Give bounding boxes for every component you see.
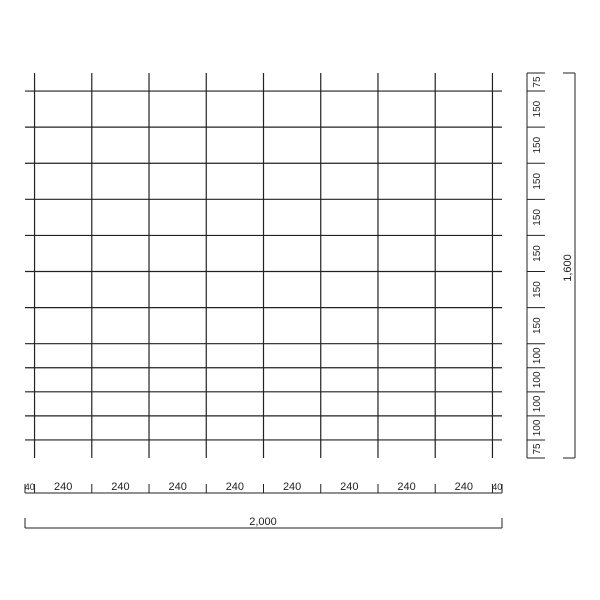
mesh-grid — [25, 73, 502, 458]
width-spacing-label: 240 — [54, 481, 72, 493]
width-spacing-label: 240 — [168, 481, 186, 493]
width-spacing-label: 240 — [340, 481, 358, 493]
height-spacing-label: 150 — [532, 100, 543, 117]
width-spacing-label: 240 — [111, 481, 129, 493]
width-spacing-label: 40 — [25, 482, 35, 492]
dimensions: 40 240 240 240 240 240 240 240 240 40 75 150 150 150 1… — [24, 72, 576, 529]
height-spacing-label: 150 — [532, 136, 543, 153]
total-height-label: 1,600 — [562, 254, 574, 282]
width-spacing-label: 40 — [492, 482, 502, 492]
height-spacing-label: 150 — [532, 209, 543, 226]
height-spacing-label: 100 — [532, 395, 543, 412]
width-spacing-label: 240 — [283, 481, 301, 493]
height-spacing-label: 100 — [532, 347, 543, 364]
height-spacing-label: 75 — [532, 443, 543, 455]
width-spacing-label: 240 — [226, 481, 244, 493]
height-spacing-label: 100 — [532, 371, 543, 388]
width-spacing-label: 240 — [397, 481, 415, 493]
height-spacing-label: 100 — [532, 419, 543, 436]
height-spacing-label: 150 — [532, 245, 543, 262]
total-width-label: 2,000 — [249, 516, 277, 528]
height-spacing-label: 75 — [532, 76, 543, 88]
height-spacing-label: 150 — [532, 173, 543, 190]
height-spacing-label: 150 — [532, 317, 543, 334]
width-spacing-label: 240 — [455, 481, 473, 493]
height-spacing-label: 150 — [532, 281, 543, 298]
